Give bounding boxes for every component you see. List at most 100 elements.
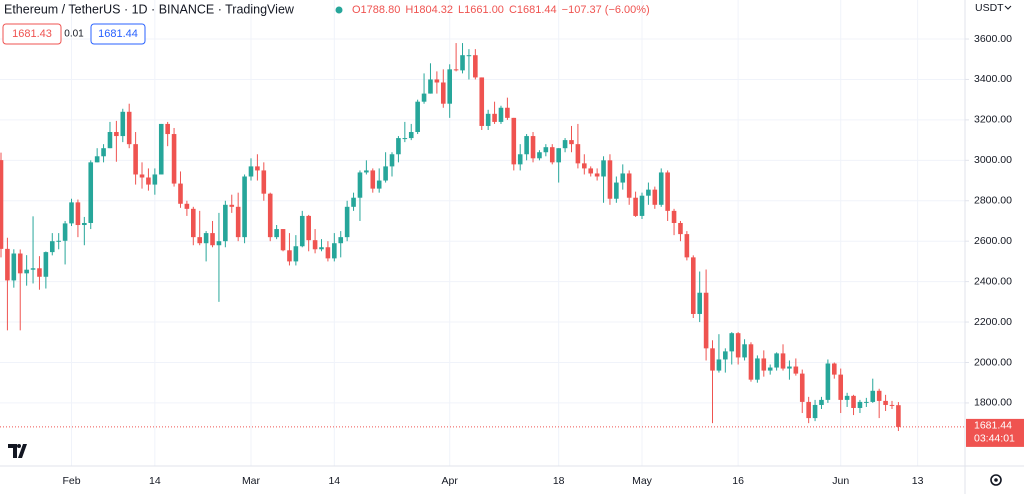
candle-body bbox=[235, 206, 241, 238]
x-tick-label: May bbox=[632, 475, 653, 487]
candle-body bbox=[158, 123, 164, 175]
candle-body bbox=[665, 172, 670, 211]
candle-body bbox=[0, 160, 4, 249]
candle-body bbox=[511, 117, 517, 165]
candle-body bbox=[338, 237, 344, 244]
candle-body bbox=[543, 147, 549, 153]
candle-body bbox=[43, 252, 49, 277]
candle-body bbox=[556, 148, 561, 163]
sell-button[interactable] bbox=[2, 23, 62, 45]
candle-body bbox=[723, 351, 728, 360]
candle-body bbox=[30, 268, 36, 270]
candle-body bbox=[287, 250, 292, 262]
candle-body bbox=[88, 162, 94, 223]
x-tick-label: Jun bbox=[832, 475, 849, 487]
candle-body bbox=[216, 241, 222, 246]
candle-body bbox=[620, 173, 626, 183]
candle-body bbox=[626, 173, 632, 198]
sell-price[interactable]: 1681.43 bbox=[12, 28, 52, 40]
candle-body bbox=[229, 204, 235, 207]
candle-body bbox=[466, 55, 472, 57]
candle-body bbox=[280, 229, 286, 251]
candle-body bbox=[306, 215, 311, 241]
candle-body bbox=[857, 401, 863, 408]
candle-body bbox=[742, 344, 747, 358]
candle-body bbox=[601, 160, 606, 177]
candle-body bbox=[582, 163, 587, 169]
candle-body bbox=[325, 247, 331, 259]
candle-body bbox=[774, 353, 779, 368]
candle-body bbox=[5, 248, 10, 281]
candle-body bbox=[614, 182, 619, 199]
y-tick-label: 2000.00 bbox=[974, 356, 1012, 368]
candle-body bbox=[146, 177, 151, 185]
candle-body bbox=[537, 152, 542, 159]
candle-body bbox=[498, 107, 504, 122]
ohlc-legend: O1788.80 H1804.32 L1661.00 C1681.44 −107.37 … bbox=[352, 4, 650, 16]
candle-body bbox=[832, 363, 837, 375]
buy-button[interactable] bbox=[90, 23, 146, 45]
candle-body bbox=[678, 222, 683, 235]
candle-body bbox=[460, 55, 465, 71]
candle-body bbox=[639, 195, 645, 216]
candles bbox=[0, 43, 965, 432]
candle-body bbox=[223, 204, 228, 242]
currency-selector[interactable]: USDT bbox=[975, 2, 1004, 14]
market-status bbox=[335, 6, 343, 14]
candle-body bbox=[434, 79, 440, 83]
candle-body bbox=[94, 156, 100, 163]
symbol-title: Ethereum / TetherUS · 1D · BINANCE · Tra… bbox=[4, 2, 295, 16]
candle-body bbox=[889, 404, 895, 406]
candle-body bbox=[549, 147, 555, 163]
candle-body bbox=[396, 138, 401, 155]
candle-body bbox=[505, 107, 510, 118]
candle-body bbox=[255, 166, 260, 171]
candle-body bbox=[267, 193, 273, 238]
candle-body bbox=[383, 166, 388, 181]
candle-body bbox=[203, 233, 209, 244]
settings-icon[interactable] bbox=[990, 474, 1002, 486]
candle-body bbox=[178, 183, 183, 204]
candle-body bbox=[684, 234, 690, 258]
candle-body bbox=[755, 358, 760, 380]
candle-body bbox=[485, 113, 491, 126]
candle-body bbox=[735, 333, 741, 358]
candle-body bbox=[101, 148, 106, 157]
candle-body bbox=[312, 240, 318, 250]
x-tick-label: Mar bbox=[242, 475, 261, 487]
currency-caret[interactable] bbox=[1004, 5, 1012, 10]
candle-body bbox=[652, 189, 658, 205]
candle-body bbox=[799, 373, 805, 402]
last-price-badge bbox=[966, 418, 1024, 447]
candle-body bbox=[864, 401, 869, 403]
x-tick-label: 14 bbox=[328, 475, 340, 487]
candle-body bbox=[530, 136, 536, 159]
buy-price[interactable]: 1681.44 bbox=[98, 28, 138, 40]
candle-body bbox=[703, 292, 709, 349]
candle-body bbox=[319, 247, 324, 250]
candle-body bbox=[171, 134, 177, 184]
candle-body bbox=[697, 292, 702, 314]
y-tick-label: 2800.00 bbox=[974, 195, 1012, 207]
x-tick-label: 16 bbox=[732, 475, 744, 487]
candle-body bbox=[453, 69, 459, 71]
candle-body bbox=[402, 138, 408, 140]
candle-body bbox=[492, 113, 497, 122]
y-tick-label: 3400.00 bbox=[974, 73, 1012, 85]
ohlc-value: H1804.32 bbox=[405, 4, 453, 16]
candle-body bbox=[633, 197, 638, 216]
candle-body bbox=[607, 160, 613, 199]
candle-body bbox=[787, 366, 792, 369]
candle-body bbox=[767, 367, 773, 371]
candle-body bbox=[780, 353, 786, 369]
candle-body bbox=[49, 241, 55, 253]
candle-body bbox=[716, 359, 722, 371]
candle-body bbox=[75, 202, 81, 226]
y-tick-label: 2200.00 bbox=[974, 316, 1012, 328]
ohlc-value: C1681.44 bbox=[509, 4, 557, 16]
candle-body bbox=[24, 269, 29, 274]
candle-body bbox=[62, 223, 68, 241]
y-tick-label: 3200.00 bbox=[974, 114, 1012, 126]
candle-body bbox=[126, 111, 132, 145]
